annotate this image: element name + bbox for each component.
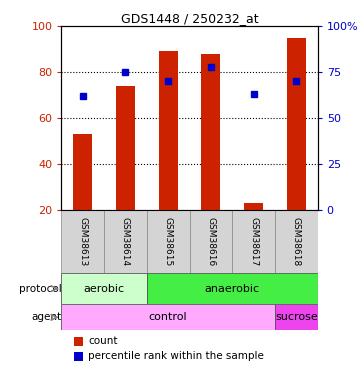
Bar (275, 304, 318, 330)
Text: GSM38615: GSM38615 (164, 217, 173, 266)
Bar (104, 210, 147, 273)
Text: anaerobic: anaerobic (205, 284, 260, 294)
Text: GSM38616: GSM38616 (206, 217, 216, 266)
Text: sucrose: sucrose (275, 312, 318, 322)
Bar (73, 134, 92, 210)
Bar (61, 273, 147, 304)
Bar (244, 203, 263, 210)
Text: control: control (149, 312, 187, 322)
Bar (287, 38, 306, 210)
Text: GSM38618: GSM38618 (292, 217, 301, 266)
Bar (116, 86, 135, 210)
Bar (158, 51, 178, 210)
Bar (74, 352, 83, 361)
Bar (275, 210, 318, 273)
Bar (147, 273, 318, 304)
Title: GDS1448 / 250232_at: GDS1448 / 250232_at (121, 12, 258, 25)
Text: protocol: protocol (19, 284, 62, 294)
Bar (74, 337, 83, 346)
Bar (201, 54, 221, 210)
Text: aerobic: aerobic (83, 284, 125, 294)
Bar (147, 210, 190, 273)
Text: GSM38614: GSM38614 (121, 217, 130, 266)
Bar (61, 210, 104, 273)
Text: GSM38617: GSM38617 (249, 217, 258, 266)
Text: count: count (88, 336, 118, 346)
Text: GSM38613: GSM38613 (78, 217, 87, 266)
Bar (61, 304, 275, 330)
Bar (232, 210, 275, 273)
Text: agent: agent (32, 312, 62, 322)
Text: percentile rank within the sample: percentile rank within the sample (88, 351, 264, 361)
Bar (190, 210, 232, 273)
